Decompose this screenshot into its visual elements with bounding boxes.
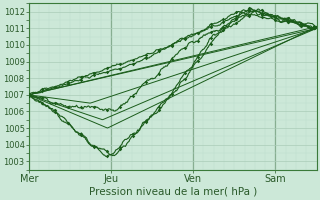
X-axis label: Pression niveau de la mer( hPa ): Pression niveau de la mer( hPa ) — [89, 187, 257, 197]
